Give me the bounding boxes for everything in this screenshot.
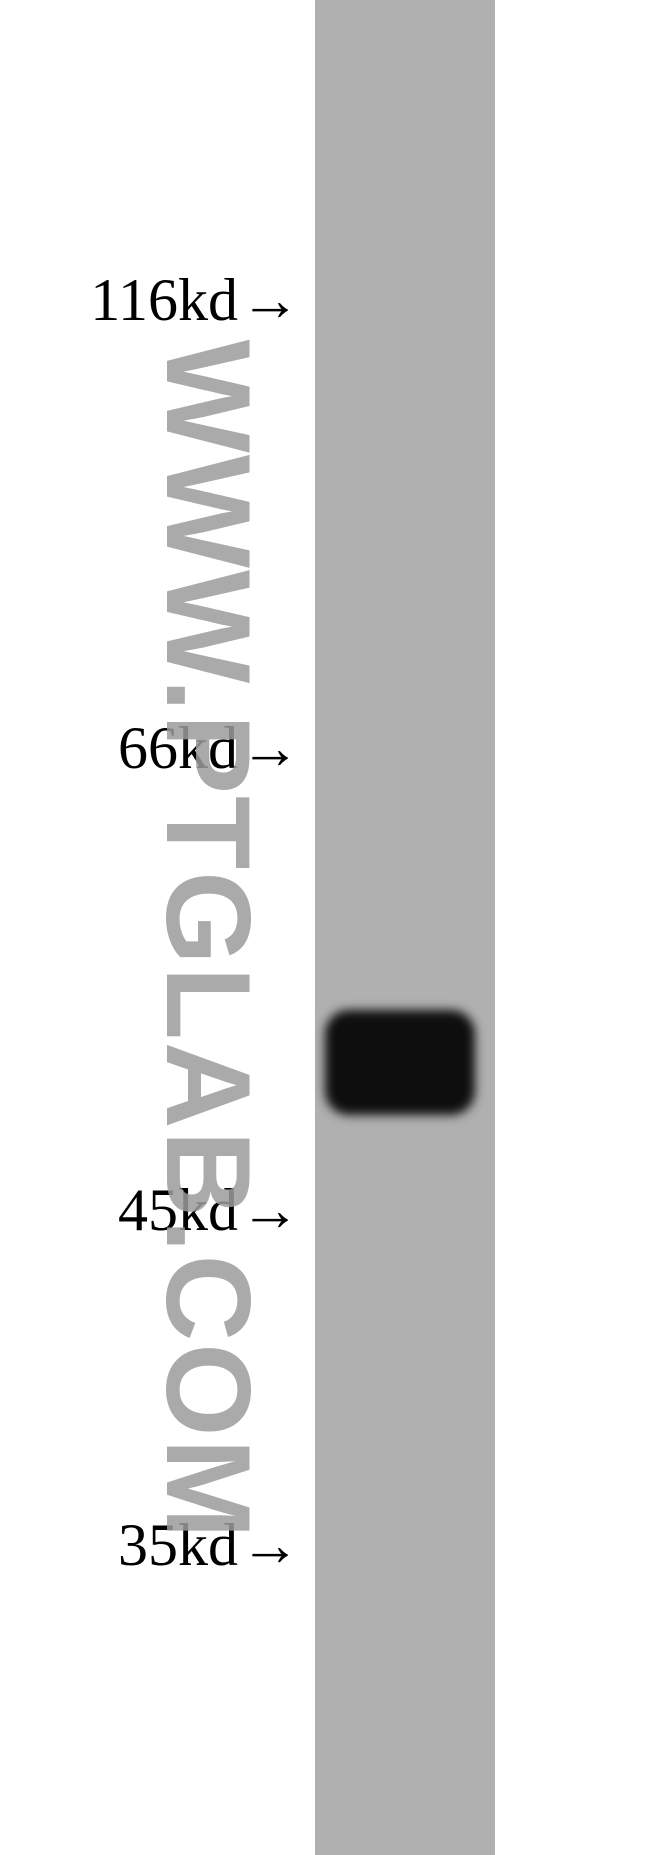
mw-marker: 66kd→ [118, 718, 300, 778]
blot-lane [315, 0, 495, 1855]
arrow-right-icon: → [240, 1515, 300, 1575]
watermark: WWW.PTGLAB.COM [139, 339, 277, 1540]
mw-marker: 116kd→ [90, 270, 300, 330]
watermark-text: WWW.PTGLAB.COM [141, 339, 275, 1540]
mw-marker-text: 116kd [90, 267, 238, 333]
mw-marker-text: 66kd [118, 715, 238, 781]
mw-marker: 35kd→ [118, 1515, 300, 1575]
arrow-right-icon: → [240, 1180, 300, 1240]
mw-marker-text: 45kd [118, 1177, 238, 1243]
protein-band [325, 1010, 475, 1115]
mw-marker-text: 35kd [118, 1512, 238, 1578]
arrow-right-icon: → [240, 718, 300, 778]
mw-marker: 45kd→ [118, 1180, 300, 1240]
arrow-right-icon: → [240, 270, 300, 330]
